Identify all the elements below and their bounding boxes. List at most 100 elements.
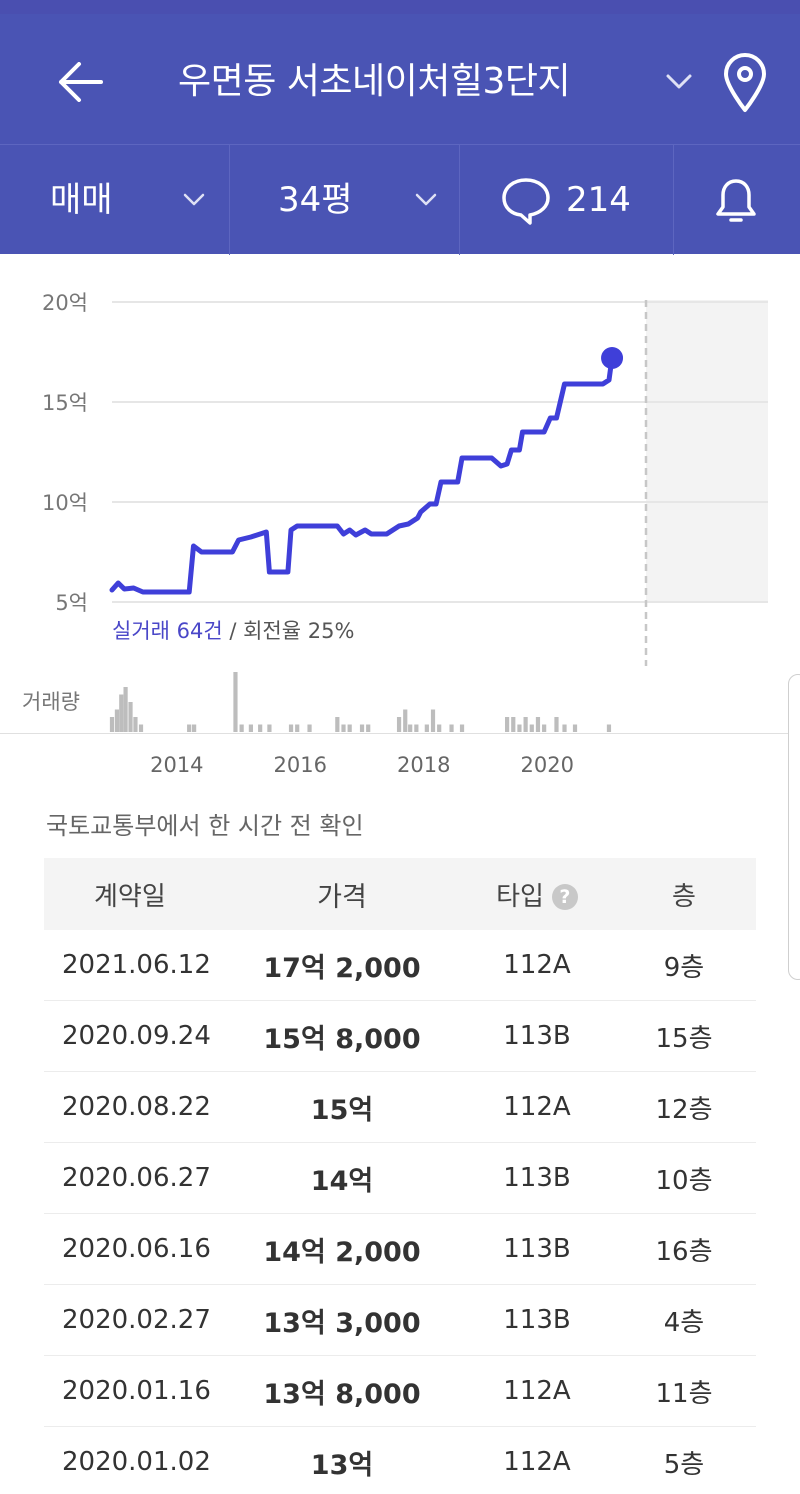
floor: 5층 xyxy=(663,1449,705,1480)
deal-date: 2020.08.22 xyxy=(62,1092,211,1122)
volume-bar xyxy=(449,724,454,732)
volume-bar xyxy=(359,724,365,732)
trade-type-dropdown[interactable]: 매매 xyxy=(0,145,230,255)
x-tick-label: 2020 xyxy=(520,753,573,777)
chevron-down-icon[interactable] xyxy=(664,70,694,94)
volume-bar xyxy=(192,724,197,732)
future-shaded-area xyxy=(646,300,768,602)
map-pin-icon[interactable] xyxy=(720,52,770,114)
question-circle-icon[interactable]: ? xyxy=(551,884,578,910)
volume-bar xyxy=(341,724,346,732)
deal-date: 2020.06.27 xyxy=(62,1163,211,1193)
filter-bar: 매매 34평 214 xyxy=(0,144,800,255)
volume-bar xyxy=(248,724,254,732)
complex-title[interactable]: 우면동 서초네이처힐3단지 xyxy=(178,61,571,102)
deal-count: 실거래 64건 xyxy=(112,619,223,643)
table-row[interactable]: 2020.08.22 15억 112A 12층 xyxy=(44,1072,756,1143)
deal-date: 2020.01.02 xyxy=(62,1447,211,1477)
volume-bar xyxy=(430,709,436,732)
floor: 10층 xyxy=(655,1165,713,1196)
unit-type: 113B xyxy=(503,1021,571,1051)
floor: 12층 xyxy=(655,1094,713,1125)
volume-bar xyxy=(437,724,442,732)
volume-bar xyxy=(535,717,541,732)
volume-bar xyxy=(128,702,133,732)
volume-bar xyxy=(109,717,115,732)
trade-type-label: 매매 xyxy=(50,180,113,220)
volume-bar xyxy=(504,717,510,732)
unit-type: 113B xyxy=(503,1305,571,1335)
col-floor-header[interactable]: 층 xyxy=(672,881,696,912)
volume-bar xyxy=(424,724,429,732)
price-chart-svg: 20억 15억 10억 5억 실거래 64건 / 회전율 25% 거래량 2014 20… xyxy=(22,291,768,777)
volume-bar xyxy=(366,724,371,732)
table-row[interactable]: 2020.06.27 14억 113B 10층 xyxy=(44,1143,756,1214)
volume-bar xyxy=(239,724,244,732)
table-row[interactable]: 2020.01.02 13억 112A 5층 xyxy=(44,1427,756,1494)
floor: 4층 xyxy=(663,1307,705,1338)
volume-label: 거래량 xyxy=(22,690,80,714)
col-price-header[interactable]: 가격 xyxy=(317,881,367,913)
size-label: 34평 xyxy=(278,180,353,220)
deal-price: 13억 8,000 xyxy=(263,1378,421,1410)
chevron-down-icon xyxy=(183,193,205,206)
deal-price: 13억 3,000 xyxy=(263,1307,421,1339)
volume-bar xyxy=(529,724,534,732)
latest-price-point[interactable] xyxy=(601,347,624,369)
volume-bar xyxy=(459,724,465,732)
table-header: 계약일 가격 타입? 층 xyxy=(44,858,756,930)
deal-date: 2021.06.12 xyxy=(62,950,211,980)
volume-bar xyxy=(347,724,352,732)
price-alert-button[interactable] xyxy=(674,145,800,255)
deal-date: 2020.09.24 xyxy=(62,1021,211,1051)
x-tick-label: 2016 xyxy=(274,753,327,777)
status-bar xyxy=(0,0,800,14)
comment-count: 214 xyxy=(566,180,631,220)
volume-bar xyxy=(114,709,120,732)
table-row[interactable]: 2020.02.27 13억 3,000 113B 4층 xyxy=(44,1285,756,1356)
deal-price: 17억 2,000 xyxy=(263,952,421,984)
volume-bar xyxy=(523,717,528,732)
volume-bar xyxy=(258,724,263,732)
deal-date: 2020.06.16 xyxy=(62,1234,211,1264)
volume-bar xyxy=(138,724,144,732)
deal-table: 계약일 가격 타입? 층 2021.06.12 17억 2,000 112A 9… xyxy=(44,858,756,1494)
floor: 11층 xyxy=(655,1378,713,1409)
app-header: 우면동 서초네이처힐3단지 xyxy=(0,14,800,144)
comments-button[interactable]: 214 xyxy=(460,145,674,255)
deal-price: 13억 xyxy=(310,1449,374,1481)
side-scroll-handle[interactable] xyxy=(788,674,800,980)
table-row[interactable]: 2020.09.24 15억 8,000 113B 15층 xyxy=(44,1001,756,1072)
volume-bar xyxy=(572,724,578,732)
x-tick-label: 2018 xyxy=(397,753,450,777)
table-row[interactable]: 2020.01.16 13억 8,000 112A 11층 xyxy=(44,1356,756,1427)
price-line xyxy=(109,355,615,595)
price-chart[interactable]: 20억 15억 10억 5억 실거래 64건 / 회전율 25% 거래량 2014 20… xyxy=(0,254,800,980)
col-type-header[interactable]: 타입? xyxy=(462,876,612,913)
turnover-rate: / 회전율 25% xyxy=(223,619,355,643)
volume-bar xyxy=(123,687,128,732)
volume-bar xyxy=(119,694,124,732)
col-date-header[interactable]: 계약일 xyxy=(94,881,166,912)
volume-bar xyxy=(403,709,408,732)
back-button[interactable] xyxy=(52,54,108,110)
unit-type: 113B xyxy=(503,1163,571,1193)
y-tick-label: 15억 xyxy=(42,391,88,415)
table-row[interactable]: 2021.06.12 17억 2,000 112A 9층 xyxy=(44,930,756,1001)
volume-bar xyxy=(414,724,419,732)
source-note: 국토교통부에서 한 시간 전 확인 xyxy=(46,812,364,840)
floor: 15층 xyxy=(655,1023,713,1054)
deal-price: 14억 2,000 xyxy=(263,1236,421,1268)
deal-price: 15억 8,000 xyxy=(263,1023,421,1055)
volume-bar xyxy=(267,724,272,732)
deal-date: 2020.02.27 xyxy=(62,1305,211,1335)
volume-bar xyxy=(408,724,413,732)
deal-price: 14억 xyxy=(310,1165,374,1197)
unit-type: 113B xyxy=(503,1234,571,1264)
volume-bar xyxy=(187,724,192,732)
size-dropdown[interactable]: 34평 xyxy=(230,145,460,255)
y-tick-label: 10억 xyxy=(42,491,88,515)
col-type-label: 타입 xyxy=(496,881,544,912)
unit-type: 112A xyxy=(503,1447,571,1477)
table-row[interactable]: 2020.06.16 14억 2,000 113B 16층 xyxy=(44,1214,756,1285)
